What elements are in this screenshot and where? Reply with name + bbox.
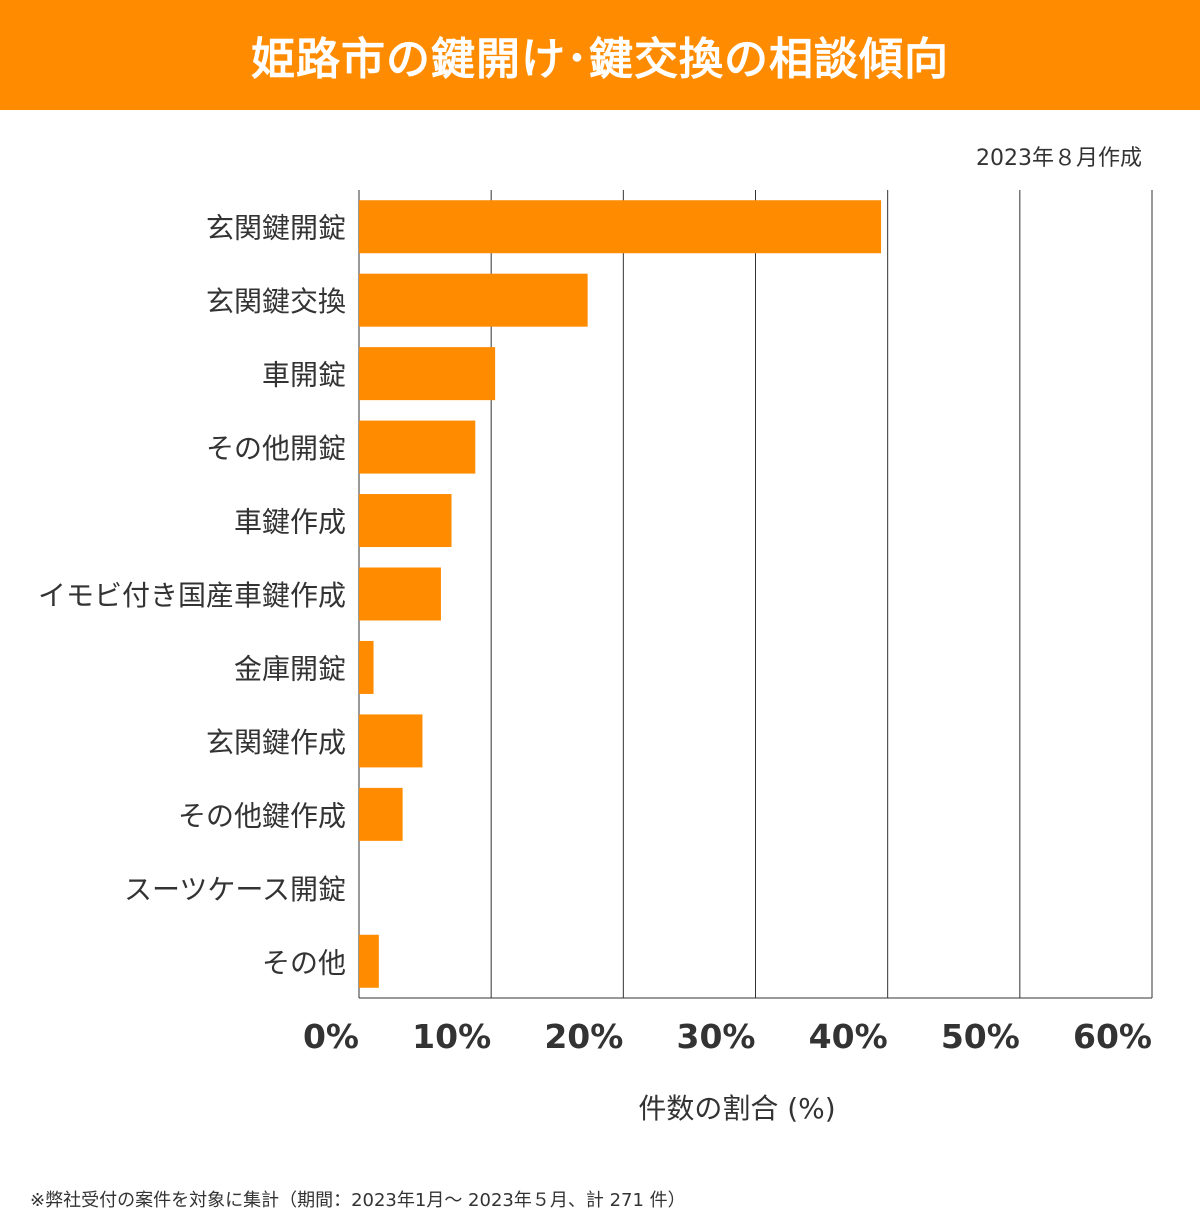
category-label-2: 車開錠 — [262, 359, 346, 392]
created-date: 2023年８月作成 — [976, 146, 1142, 171]
bar-1 — [359, 273, 588, 327]
x-axis-title: 件数の割合 (%) — [638, 1092, 835, 1125]
page-title: 姫路市の鍵開け･鍵交換の相談傾向 — [251, 34, 949, 85]
category-label-9: スーツケース開錠 — [124, 873, 346, 906]
category-label-0: 玄関鍵開錠 — [206, 212, 346, 245]
x-tick-label-3: 30% — [677, 1017, 756, 1056]
category-label-7: 玄関鍵作成 — [206, 726, 346, 759]
bar-3 — [359, 420, 476, 474]
bar-8 — [359, 787, 403, 841]
bar-0 — [359, 200, 882, 254]
bar-5 — [359, 567, 441, 621]
category-label-3: その他開錠 — [206, 432, 346, 465]
bar-7 — [359, 714, 423, 768]
category-label-10: その他 — [262, 946, 346, 979]
bar-4 — [359, 494, 452, 548]
x-tick-label-4: 40% — [809, 1017, 888, 1056]
category-label-1: 玄関鍵交換 — [206, 285, 346, 318]
x-tick-label-2: 20% — [544, 1017, 623, 1056]
category-label-6: 金庫開錠 — [234, 652, 346, 685]
category-label-8: その他鍵作成 — [178, 799, 346, 832]
x-tick-label-1: 10% — [412, 1017, 491, 1056]
bar-10 — [359, 934, 379, 988]
category-label-4: 車鍵作成 — [234, 506, 346, 539]
bar-2 — [359, 347, 496, 401]
category-label-5: イモビ付き国産車鍵作成 — [38, 579, 346, 612]
title-banner: 姫路市の鍵開け･鍵交換の相談傾向 — [0, 0, 1200, 110]
x-tick-label-5: 50% — [941, 1017, 1020, 1056]
x-tick-label-6: 60% — [1073, 1017, 1152, 1056]
x-tick-label-0: 0% — [303, 1017, 359, 1056]
footnote: ※弊社受付の案件を対象に集計（期間：2023年1月～ 2023年５月、計 271… — [30, 1190, 686, 1211]
bar-6 — [359, 640, 374, 694]
